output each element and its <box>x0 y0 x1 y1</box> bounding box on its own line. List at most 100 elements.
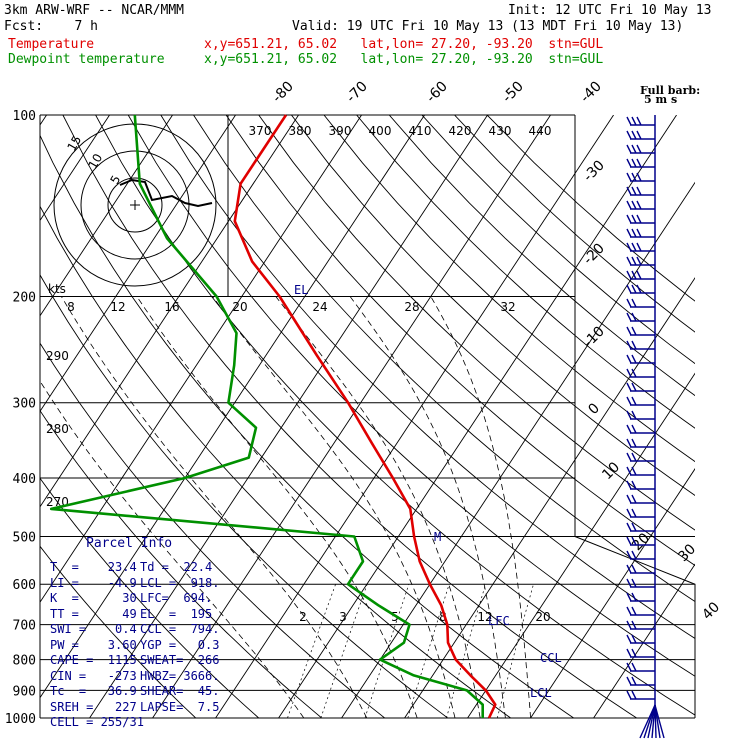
temperature-tick-label: -20 <box>580 240 607 267</box>
temperature-tick-label: -10 <box>580 323 607 350</box>
parcel-info-row: CIN = -273 HWBZ= 3666. <box>50 669 219 685</box>
isotherm-line <box>278 115 677 718</box>
dry-adiabat-line <box>421 115 695 365</box>
theta-label: 390 <box>329 124 352 138</box>
dry-adiabat-line <box>40 205 511 718</box>
parcel-info-left: CELL = 255/31 <box>50 715 144 729</box>
wind-barb <box>626 256 655 266</box>
dry-adiabat-line <box>40 134 574 718</box>
wind-barb <box>626 480 655 490</box>
moist-adiabat-line <box>136 296 418 718</box>
temperature-tick-label: -40 <box>577 78 604 105</box>
parcel-info-row: SWI = 0.4 CCL = 794. <box>50 622 219 638</box>
wind-barb <box>626 284 655 294</box>
wind-barb <box>626 270 655 280</box>
dry-adiabat-line <box>40 545 197 718</box>
parcel-info-row: PW = 3.60 YGP = 0.3 <box>50 638 219 654</box>
wind-barb <box>626 130 655 140</box>
parcel-info-row: K = 30 LFC= 694. <box>50 591 219 607</box>
wind-barb <box>626 536 655 546</box>
parcel-info-right: EL = 195 <box>140 606 213 621</box>
wind-barb <box>626 550 655 560</box>
hodograph-ring-label: 10 <box>85 151 105 171</box>
isotherm-line <box>40 115 362 604</box>
parcel-info-right: SWEAT= 266 <box>140 653 220 667</box>
temperature-line <box>233 114 497 719</box>
wind-barb <box>626 424 655 434</box>
hodograph-speed-label: 28 <box>404 300 419 314</box>
theta-label: 380 <box>289 124 312 138</box>
theta-label: 440 <box>529 124 552 138</box>
level-mark-lcl: LCL <box>530 686 552 700</box>
pressure-label: 700 <box>13 619 36 634</box>
wind-barb <box>626 144 655 154</box>
theta-label: 410 <box>409 124 432 138</box>
dry-adiabat-line <box>388 115 695 397</box>
dry-adiabat-line <box>323 115 695 463</box>
barb-legend-line1: Full barb: <box>640 84 700 97</box>
parcel-info-row: T = 23.4 Td = 22.4 <box>50 560 219 576</box>
wind-panel-border <box>574 536 696 718</box>
hodograph-trace <box>119 178 213 208</box>
mixing-ratio-label: 8 <box>439 610 447 624</box>
pressure-label: 600 <box>13 578 36 593</box>
temperature-tick-label: 40 <box>699 599 723 623</box>
dry-adiabat-line <box>193 115 695 603</box>
wind-barbs <box>626 115 665 739</box>
temperature-tick-label: -30 <box>580 157 607 184</box>
isotherm-line <box>593 563 695 718</box>
isotherm-line <box>40 115 236 413</box>
dry-adiabat-line <box>62 115 637 718</box>
mixing-ratio-label: 2 <box>299 610 307 624</box>
parcel-info-left: SWI = 0.4 <box>50 622 137 636</box>
theta-label: 430 <box>489 124 512 138</box>
parcel-info-right: SHEAR= 45. <box>140 684 220 698</box>
pressure-label: 100 <box>13 109 36 124</box>
temperature-tick-label: -80 <box>269 78 296 105</box>
parcel-info-row: TT = 49 EL = 195 <box>50 607 219 623</box>
wind-barb <box>626 508 655 518</box>
pressure-label: 900 <box>13 684 36 699</box>
mixing-ratio-line <box>496 584 534 718</box>
parcel-info-right: HWBZ= 3666. <box>140 668 220 683</box>
wind-barb <box>626 228 655 238</box>
temperature-tick-label: -60 <box>423 78 450 105</box>
level-mark-m: M <box>434 530 441 544</box>
dry-adiabat-line <box>40 342 385 718</box>
hodograph-speed-label: 32 <box>500 300 515 314</box>
hodograph-speed-label: 8 <box>67 300 75 314</box>
isotherm-line <box>40 115 299 508</box>
parcel-info-right: LFC= 694. <box>140 591 213 605</box>
temperature-tick-label: 30 <box>675 541 699 565</box>
isotherm-line <box>530 468 695 718</box>
level-mark-ccl: CCL <box>540 651 562 665</box>
wind-barb <box>626 368 655 378</box>
wind-barb <box>626 396 655 406</box>
wind-barb <box>626 452 655 462</box>
wind-barb <box>626 662 655 672</box>
mixing-ratio-line <box>364 584 410 718</box>
dry-adiabat-line <box>127 115 695 677</box>
isotherm-line <box>467 372 695 718</box>
dewpoint-line <box>49 114 484 718</box>
barb-legend: Full barb: 5 m s <box>640 84 700 106</box>
theta-e-label: 280 <box>46 422 69 436</box>
pressure-label: 300 <box>13 397 36 412</box>
hodograph-ring <box>107 177 163 233</box>
wind-barb <box>626 690 655 700</box>
theta-e-label: 290 <box>46 349 69 363</box>
parcel-info-row: CAPE = 1115 SWEAT= 266 <box>50 653 219 669</box>
parcel-info-row: Tc = 36.9 SHEAR= 45. <box>50 684 219 700</box>
moist-adiabat-line <box>349 296 506 718</box>
hodograph-ring-label: 15 <box>64 133 84 153</box>
parcel-info-right: YGP = 0.3 <box>140 637 220 652</box>
mixing-ratio-label: 3 <box>339 610 347 624</box>
isotherm-line <box>341 181 695 718</box>
parcel-info-right: CCL = 794. <box>140 622 220 636</box>
wind-barb <box>626 466 655 476</box>
barb-legend-line2: 5 m s <box>644 93 677 106</box>
wind-barb <box>626 354 655 364</box>
dry-adiabat-line <box>225 115 695 566</box>
hodograph-speed-label: 12 <box>110 300 125 314</box>
